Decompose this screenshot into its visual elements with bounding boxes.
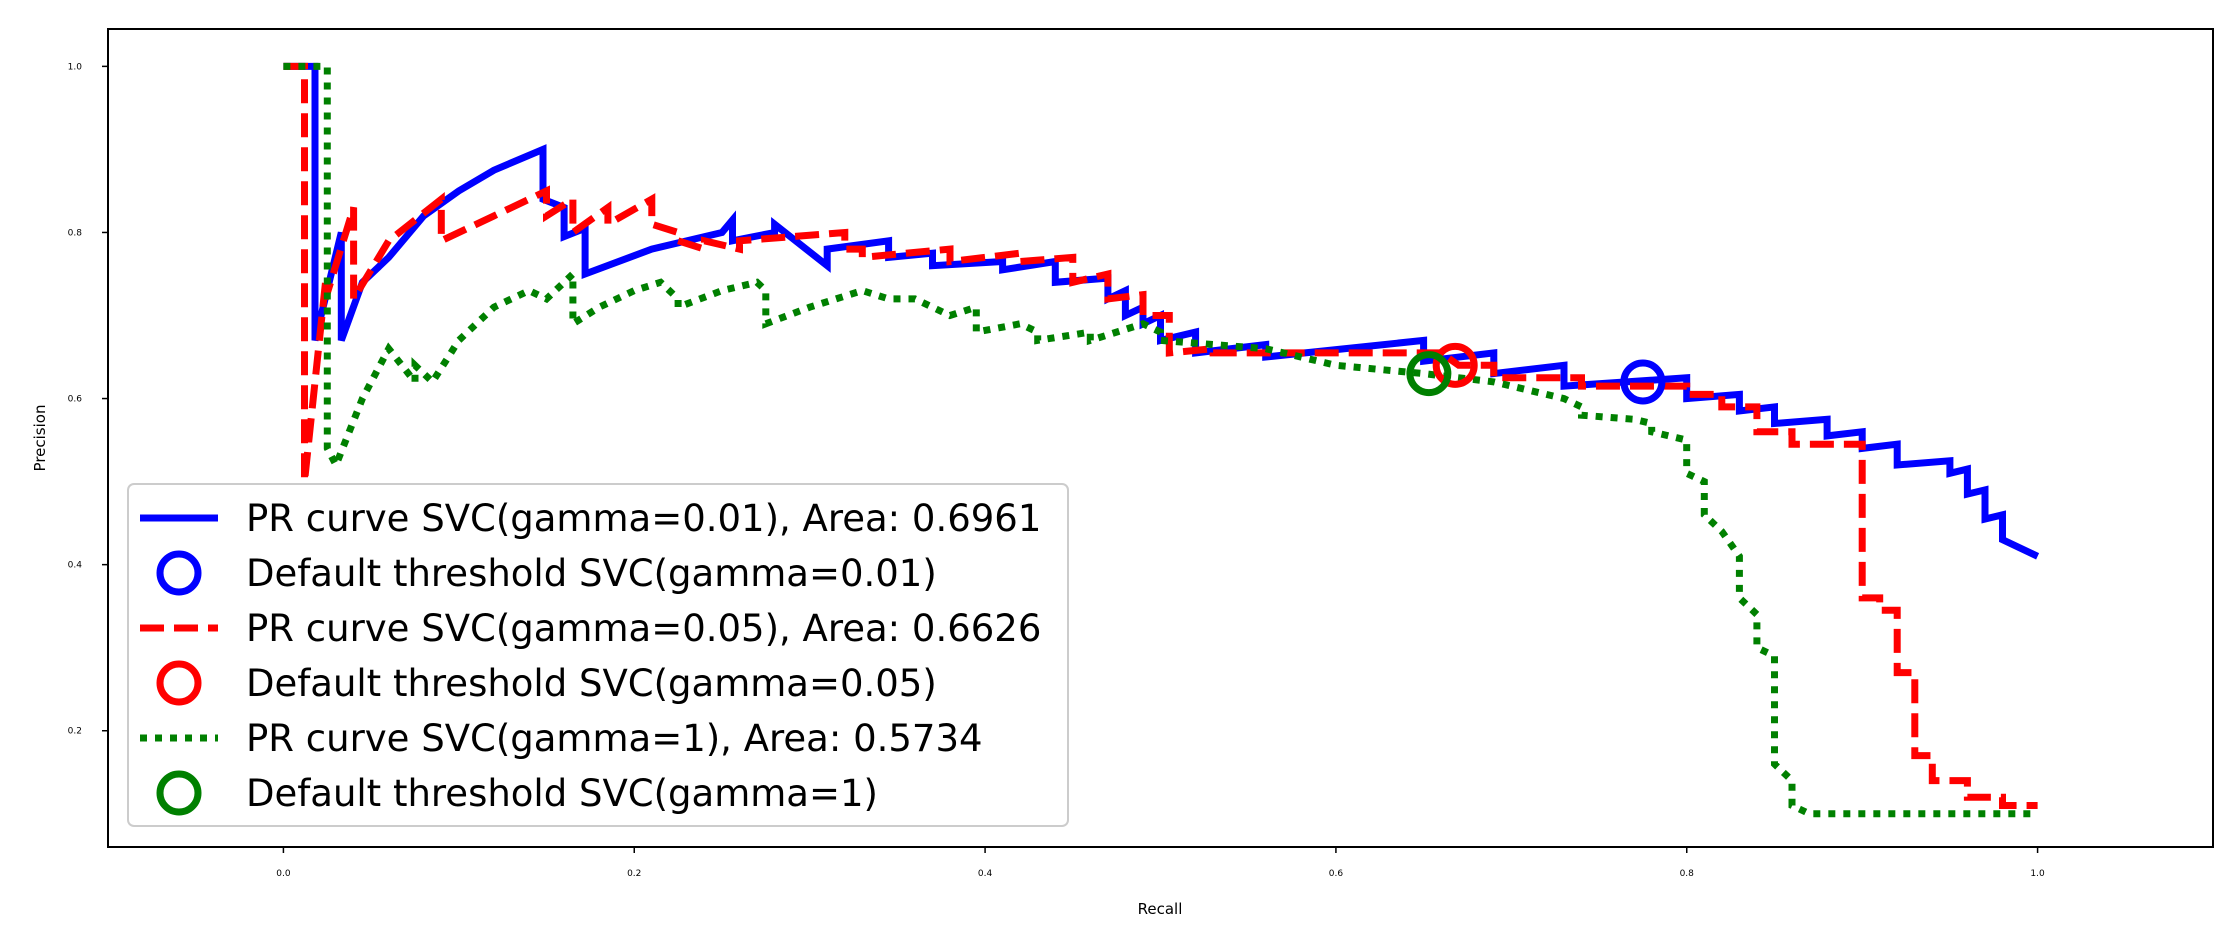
y-axis-label: Precision — [31, 405, 49, 472]
legend-marker-swatch — [156, 550, 202, 596]
y-tick-label: 1.0 — [68, 62, 83, 72]
x-tick-label: 1.0 — [2030, 869, 2045, 879]
x-axis-label: Recall — [1138, 900, 1183, 918]
default-threshold-marker-gamma-0-01 — [1620, 359, 1666, 405]
pr-curve-gamma-0-05 — [283, 62, 2038, 809]
x-tick-label: 0.4 — [978, 869, 993, 879]
plot-content — [283, 62, 2040, 818]
y-tick-label: 0.2 — [68, 727, 82, 737]
pr-curve-gamma-0-01 — [283, 62, 2040, 560]
legend-label: Default threshold SVC(gamma=1) — [246, 772, 878, 815]
legend-label: PR curve SVC(gamma=0.05), Area: 0.6626 — [246, 607, 1041, 650]
x-tick-label: 0.8 — [1680, 869, 1695, 879]
legend-label: Default threshold SVC(gamma=0.05) — [246, 662, 937, 705]
legend: PR curve SVC(gamma=0.01), Area: 0.6961 De… — [127, 483, 1069, 827]
default-threshold-marker-gamma-1 — [1406, 351, 1452, 397]
plot-frame — [107, 28, 2214, 848]
legend-label: PR curve SVC(gamma=0.01), Area: 0.6961 — [246, 497, 1041, 540]
y-tick-label: 0.8 — [68, 228, 83, 238]
legend-label: Default threshold SVC(gamma=0.01) — [246, 552, 937, 595]
pr-curve-gamma-1 — [283, 62, 2038, 818]
default-threshold-marker-gamma-0-05 — [1432, 342, 1478, 388]
y-tick-label: 0.4 — [68, 561, 83, 571]
y-tick-label: 0.6 — [68, 395, 83, 405]
y-axis: 0.2 0.4 0.6 0.8 1.0 — [68, 62, 108, 737]
x-tick-label: 0.6 — [1329, 869, 1344, 879]
legend-label: PR curve SVC(gamma=1), Area: 0.5734 — [246, 717, 983, 760]
x-tick-label: 0.0 — [276, 869, 291, 879]
legend-box — [127, 483, 1069, 827]
legend-marker-swatch — [156, 660, 202, 706]
x-axis: 0.0 0.2 0.4 0.6 0.8 1.0 — [276, 847, 2045, 879]
x-tick-label: 0.2 — [627, 869, 641, 879]
legend-marker-swatch — [156, 770, 202, 816]
